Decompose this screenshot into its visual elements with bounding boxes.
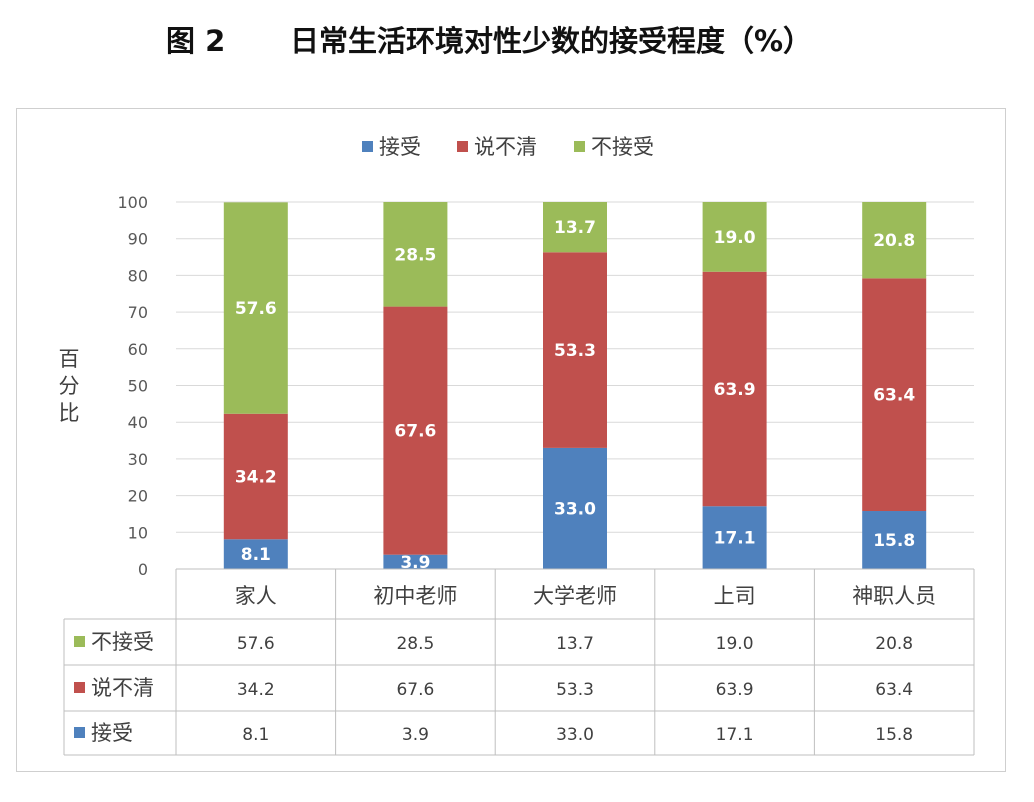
data-label: 13.7: [554, 218, 596, 238]
y-tick-label: 30: [128, 450, 148, 469]
table-row-label: 不接受: [91, 630, 154, 654]
figure-number: 图 2: [166, 24, 226, 58]
data-label: 53.3: [554, 341, 596, 361]
data-label: 57.6: [235, 299, 277, 319]
bar-segment: [702, 506, 767, 569]
bar-segment: [383, 202, 448, 307]
data-label: 20.8: [873, 231, 915, 251]
data-label: 34.2: [235, 468, 277, 488]
bar-segment: [862, 511, 927, 569]
data-label: 63.4: [873, 386, 915, 406]
y-tick-label: 70: [128, 303, 148, 322]
data-label: 3.9: [400, 553, 430, 573]
table-cell: 34.2: [237, 680, 275, 700]
y-tick-label: 80: [128, 266, 148, 285]
bar-segment: [702, 271, 767, 507]
y-tick-label: 90: [128, 230, 148, 249]
table-row-label: 接受: [91, 721, 133, 745]
bar-segment: [543, 202, 607, 253]
table-cell: 63.4: [875, 680, 913, 700]
table-cell: 15.8: [875, 725, 913, 745]
table-cell: 19.0: [716, 634, 754, 654]
table-cell: 3.9: [402, 725, 429, 745]
y-tick-label: 20: [128, 487, 148, 506]
category-label: 上司: [714, 584, 756, 608]
table-cell: 63.9: [716, 680, 754, 700]
legend-swatch: [457, 141, 468, 152]
table-cell: 57.6: [237, 634, 275, 654]
bar-segment: [383, 554, 448, 569]
chart-frame: [16, 108, 1006, 772]
y-tick-label: 50: [128, 377, 148, 396]
table-cell: 67.6: [396, 680, 434, 700]
table-cell: 20.8: [875, 634, 913, 654]
bar-segment: [383, 306, 448, 555]
figure-title-text: 日常生活环境对性少数的接受程度（%）: [290, 24, 813, 58]
legend-label: 说不清: [474, 135, 537, 159]
data-label: 8.1: [241, 545, 271, 565]
figure-title: 图 2 日常生活环境对性少数的接受程度（%）: [0, 12, 1034, 60]
legend-swatch: [362, 141, 373, 152]
data-label: 33.0: [554, 499, 596, 519]
legend: 接受 说不清 不接受: [362, 135, 654, 159]
bar-segment: [223, 202, 288, 414]
category-label: 初中老师: [373, 584, 457, 608]
bar-segment: [702, 202, 767, 272]
category-label: 大学老师: [533, 584, 617, 608]
bar-segment: [543, 252, 607, 448]
legend-label: 接受: [379, 135, 421, 159]
data-label: 15.8: [873, 531, 915, 551]
y-axis-label: 百分比: [59, 347, 80, 425]
table-cell: 33.0: [556, 725, 594, 745]
table-cell: 53.3: [556, 680, 594, 700]
y-tick-label: 100: [117, 193, 148, 212]
bar-segment: [862, 278, 927, 512]
legend-swatch: [574, 141, 585, 152]
data-label: 19.0: [714, 228, 756, 248]
bar-segment: [223, 413, 288, 540]
bars: 8.1 34.2 57.6 3.9 67.6 28.5 33.0 53.3 13.7 17.1 63…: [223, 202, 927, 573]
table-cell: 13.7: [556, 634, 594, 654]
y-tick-label: 60: [128, 340, 148, 359]
bar-segment: [223, 539, 288, 569]
y-tick-label: 40: [128, 413, 148, 432]
y-tick-label: 0: [138, 560, 148, 579]
table-cell: 17.1: [716, 725, 754, 745]
bar-segment: [543, 447, 607, 569]
table-legend-swatch: [74, 727, 85, 738]
table-cell: 28.5: [396, 634, 434, 654]
category-label: 家人: [235, 584, 277, 608]
bar-segment: [862, 202, 927, 279]
category-label: 神职人员: [852, 584, 936, 608]
y-tick-label: 10: [128, 523, 148, 542]
legend-label: 不接受: [591, 135, 654, 159]
table-legend-swatch: [74, 636, 85, 647]
table-legend-swatch: [74, 682, 85, 693]
table-cell: 8.1: [242, 725, 269, 745]
data-label: 17.1: [714, 529, 756, 549]
y-axis-ticks: 0 10 20 30 40 50 60 70 80 90 100: [117, 193, 148, 579]
data-label: 28.5: [394, 245, 436, 265]
table-row-label: 说不清: [91, 676, 154, 700]
data-label: 63.9: [714, 380, 756, 400]
data-label: 67.6: [394, 422, 436, 442]
